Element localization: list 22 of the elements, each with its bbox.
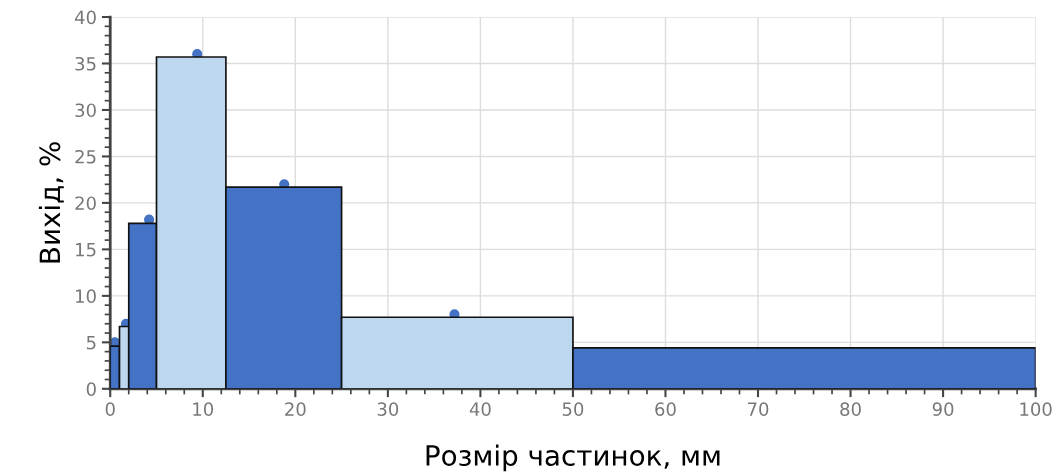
x-tick-label: 0 [105, 402, 115, 416]
y-tick-label: 40 [74, 10, 96, 25]
y-tick-label: 30 [75, 103, 96, 118]
x-tick-label: 60 [655, 402, 676, 416]
x-tick-label: 30 [377, 402, 399, 416]
x-axis-title: Розмір частинок, мм [426, 444, 720, 472]
x-tick-label: 90 [932, 402, 954, 416]
y-tick-label: 10 [76, 289, 96, 303]
x-tick-label: 40 [469, 402, 491, 416]
x-tick-label: 10 [193, 402, 214, 416]
x-tick-label: 20 [285, 402, 306, 416]
y-tick-label: 5 [86, 336, 96, 350]
y-tick-label: 15 [76, 243, 96, 257]
y-tick-label: 25 [75, 149, 96, 164]
y-tick-label: 0 [86, 382, 96, 396]
y-axis-title: Вихід, % [38, 142, 64, 263]
x-tick-label: 70 [748, 402, 769, 416]
y-tick-label: 35 [75, 56, 96, 71]
x-tick-label: 50 [562, 402, 584, 416]
x-tick-label: 80 [840, 402, 861, 416]
x-tick-label: 100 [1020, 402, 1052, 416]
y-tick-label: 20 [75, 196, 96, 211]
